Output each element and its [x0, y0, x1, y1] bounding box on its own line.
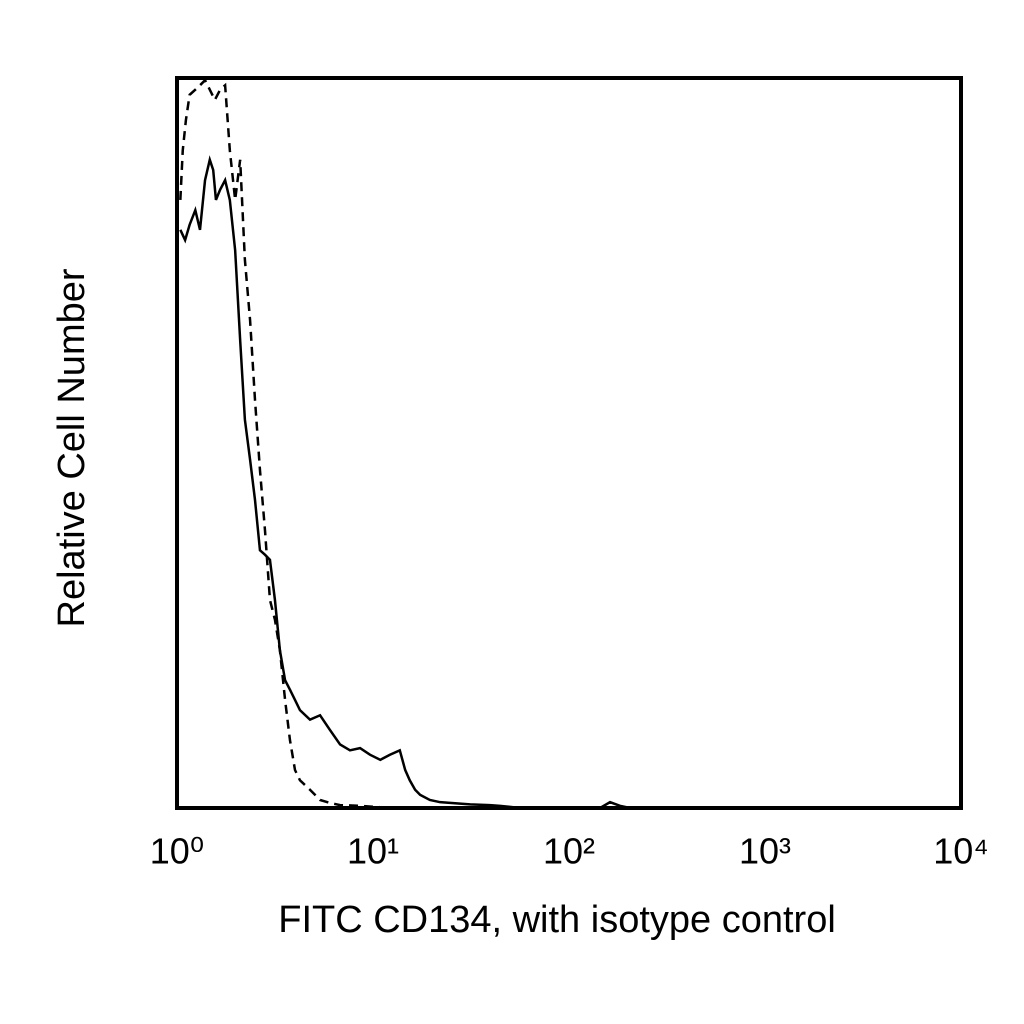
x-tick-label: 10¹	[347, 831, 399, 872]
histogram-line	[179, 155, 961, 810]
plot-frame	[175, 76, 963, 810]
x-axis-label: FITC CD134, with isotype control	[278, 899, 836, 941]
x-tick-label: 10⁴	[933, 831, 989, 872]
y-axis-label: Relative Cell Number	[51, 268, 93, 627]
x-tick-label: 10³	[739, 831, 791, 872]
x-tick-label: 10⁰	[150, 831, 204, 872]
histogram-line	[179, 78, 961, 810]
x-tick-label: 10²	[543, 831, 595, 872]
